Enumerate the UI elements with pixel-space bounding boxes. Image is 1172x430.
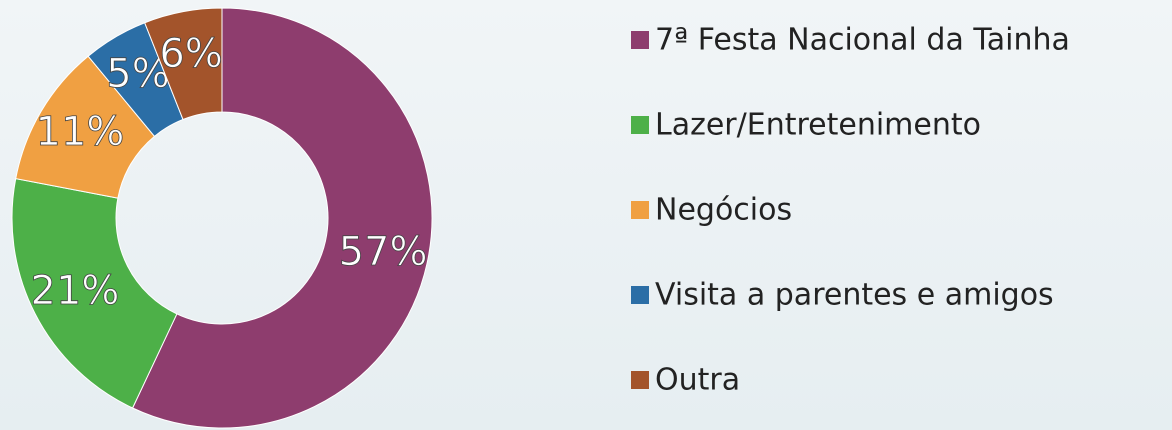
legend-swatch — [631, 286, 649, 304]
legend-label: Lazer/Entretenimento — [655, 108, 981, 143]
data-label: 21% — [31, 268, 120, 314]
legend-label: Outra — [655, 363, 740, 398]
legend-swatch — [631, 31, 649, 49]
data-label: 11% — [36, 109, 125, 155]
legend-swatch — [631, 201, 649, 219]
legend-swatch — [631, 371, 649, 389]
legend-label: Negócios — [655, 193, 792, 228]
data-label: 6% — [159, 31, 222, 77]
data-label: 57% — [339, 229, 428, 275]
donut-segment — [131, 7, 433, 429]
legend-label: Visita a parentes e amigos — [655, 278, 1054, 313]
legend-label: 7ª Festa Nacional da Tainha — [655, 23, 1070, 58]
donut-segment — [144, 7, 223, 121]
donut-segment — [11, 178, 178, 409]
legend-swatch — [631, 116, 649, 134]
